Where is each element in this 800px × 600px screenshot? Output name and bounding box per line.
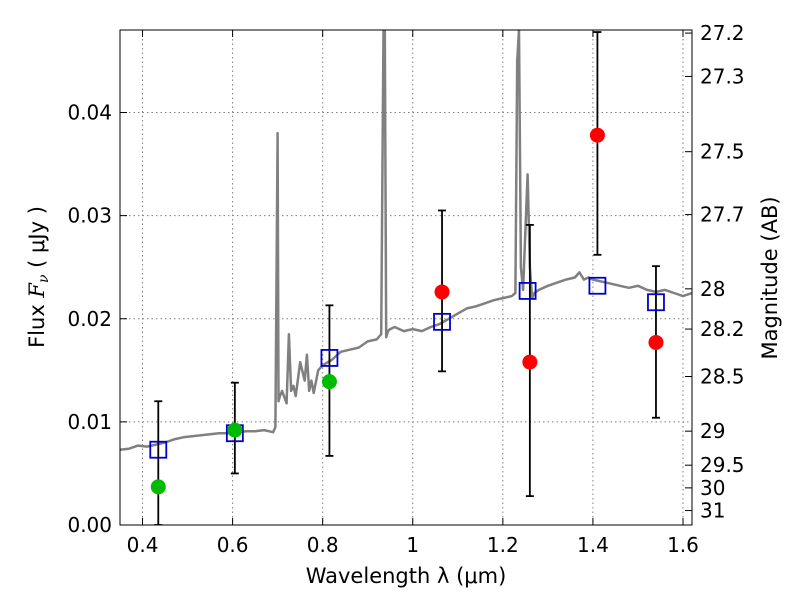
model-square-marker: [433, 312, 451, 331]
measured-flux-marker: [150, 479, 166, 495]
model-square-marker: [149, 440, 168, 459]
template-spectrum-line: [120, 30, 692, 451]
magnitude-tick-label: 27.7: [700, 203, 745, 227]
y-axis-label-nu: ν: [36, 274, 52, 283]
x-axis-label: Wavelength λ (μm): [306, 564, 507, 588]
magnitude-tick-label: 29: [700, 419, 725, 443]
magnitude-tick-label: 28.2: [700, 317, 745, 341]
x-tick-label: 0.6: [217, 533, 249, 557]
plot-frame: [119, 29, 693, 526]
measured-flux-marker: [589, 127, 605, 143]
y-tick-label: 0.04: [67, 101, 112, 125]
x-tick-label: 1.4: [577, 533, 609, 557]
x-tick-label: 1.6: [667, 533, 699, 557]
model-square-marker: [588, 276, 607, 295]
magnitude-tick-label: 28: [700, 277, 725, 301]
magnitude-tick-label: 30: [700, 476, 725, 500]
measured-flux-marker: [434, 284, 450, 300]
x-tick-label: 1: [406, 533, 419, 557]
y-axis-label: Flux Fν ( μJy ): [25, 206, 52, 348]
model-square-marker: [647, 293, 665, 312]
plot-area: [120, 30, 692, 525]
y-tick-label: 0.01: [67, 410, 112, 434]
y-tick-label: 0.00: [67, 513, 112, 537]
x-tick-label: 0.8: [307, 533, 339, 557]
model-square-marker: [518, 282, 537, 300]
measured-flux-marker: [227, 422, 243, 438]
model-square-marker: [320, 349, 339, 367]
y-tick-label: 0.03: [67, 204, 112, 228]
magnitude-tick-label: 31: [700, 499, 725, 523]
measured-flux-marker: [321, 374, 337, 390]
magnitude-tick-label: 28.5: [700, 365, 745, 389]
y-axis-label-fnu: F: [25, 282, 49, 299]
axes: 0.4 0.6 0.8 1 1.2 1.4 1.6 0.00 0.01 0.02 0.03 0.04 2…: [67, 21, 744, 557]
measured-flux-marker: [648, 334, 664, 350]
y-axis-label-unit: ( μJy ): [25, 206, 49, 274]
magnitude-tick-label: 29.5: [700, 453, 745, 477]
right-axis-label: Magnitude (AB): [758, 196, 782, 359]
x-tick-label: 0.4: [127, 533, 159, 557]
magnitude-tick-label: 27.3: [700, 64, 745, 88]
magnitude-tick-label: 27.5: [700, 140, 745, 164]
magnitude-tick-label: 27.2: [700, 21, 745, 45]
y-axis-label-flux: Flux: [25, 298, 49, 348]
y-tick-label: 0.02: [67, 307, 112, 331]
x-tick-label: 1.2: [487, 533, 519, 557]
measured-flux-marker: [522, 354, 538, 370]
